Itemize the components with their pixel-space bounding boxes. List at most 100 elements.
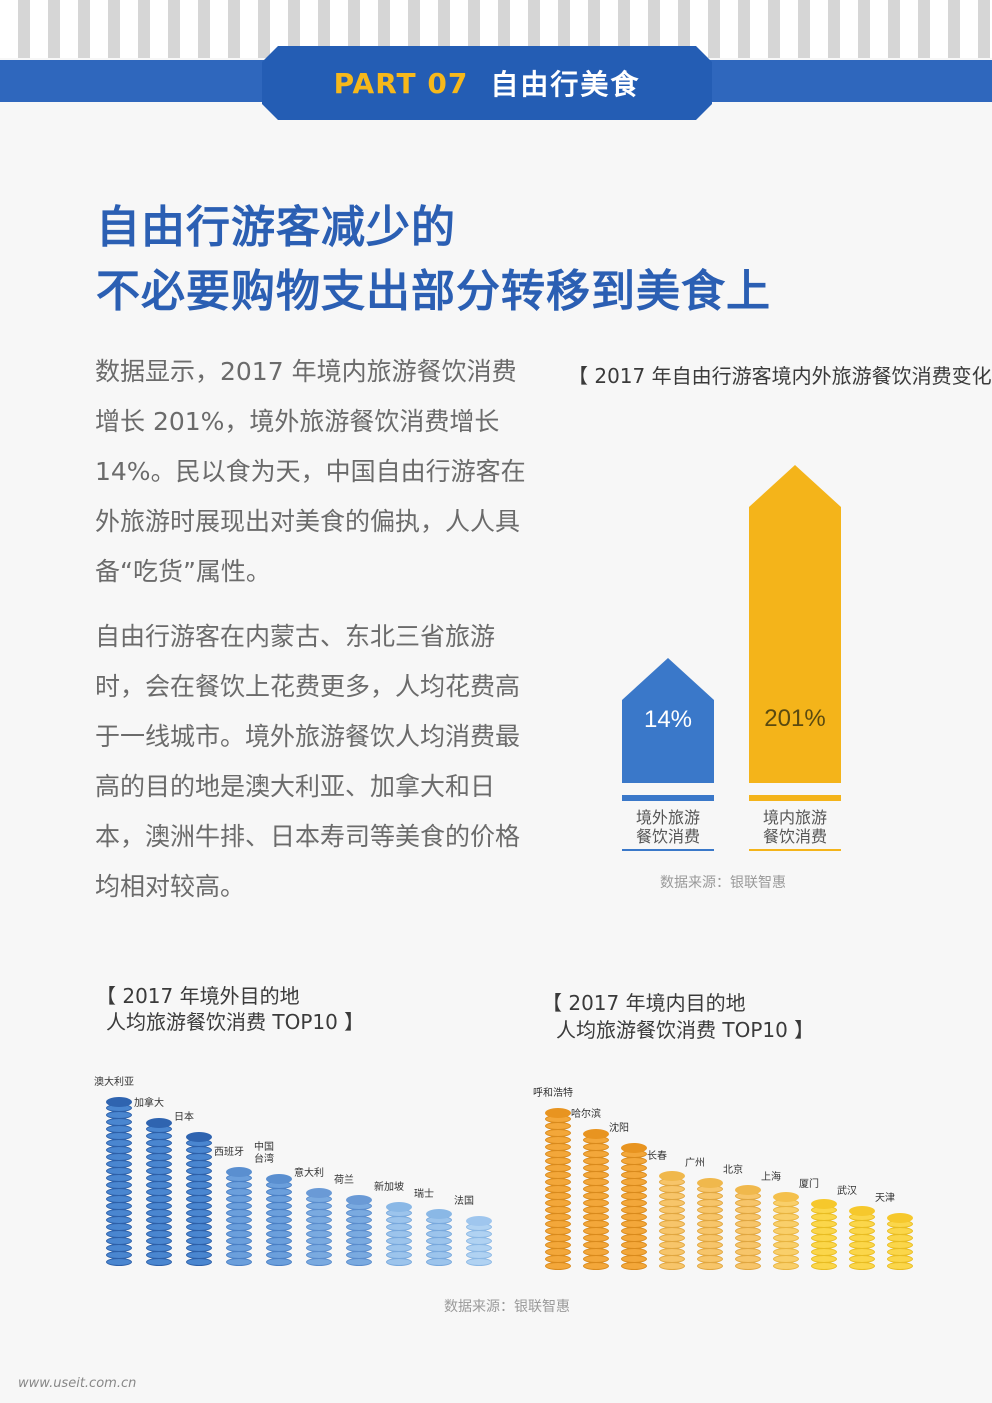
chart2-category-label-5: 意大利 — [294, 1168, 324, 1179]
chart2-coin — [106, 1209, 132, 1217]
chart2-coin — [306, 1230, 332, 1238]
chart2-coin — [386, 1258, 412, 1266]
chart2-coin — [226, 1258, 252, 1266]
chart2-coin — [186, 1188, 212, 1196]
chart1-value-label-1: 201% — [764, 705, 825, 732]
chart3-coin-stack-9 — [887, 1213, 913, 1272]
chart2-coin — [226, 1223, 252, 1231]
chart3-coin-top — [697, 1178, 723, 1188]
chart2-coin — [306, 1209, 332, 1217]
chart2-coin — [266, 1188, 292, 1196]
chart2-coin — [226, 1209, 252, 1217]
chart1-source: 数据来源：银联智惠 — [660, 875, 786, 891]
chart2-coin — [146, 1195, 172, 1203]
chart2-coin — [186, 1216, 212, 1224]
chart3-title-line-1: 【 2017 年境内目的地 — [542, 991, 746, 1015]
chart2-category-label-0: 澳大利亚 — [94, 1077, 134, 1088]
body-paragraph-1: 数据显示，2017 年境内旅游餐饮消费增长 201%，境外旅游餐饮消费增长 14… — [95, 357, 526, 586]
chart2-title-line-1: 【 2017 年境外目的地 — [96, 984, 300, 1008]
chart3-coin-top — [659, 1171, 685, 1181]
chart2-coin — [386, 1223, 412, 1231]
chart2-coin — [186, 1181, 212, 1189]
chart3-title-line-2: 人均旅游餐饮消费 TOP10 】 — [556, 1018, 815, 1042]
chart3-coin — [583, 1262, 609, 1270]
page-headline: 自由行游客减少的 不必要购物支出部分转移到美食上 — [96, 196, 771, 324]
chart3-coin — [697, 1206, 723, 1214]
chart3-coin — [583, 1234, 609, 1242]
chart3-coin-top — [621, 1143, 647, 1153]
chart2-coin — [466, 1244, 492, 1252]
chart2-coin — [346, 1237, 372, 1245]
chart3-coin — [621, 1262, 647, 1270]
chart3-coin — [583, 1220, 609, 1228]
chart2-coin — [186, 1244, 212, 1252]
chart2-coin — [466, 1258, 492, 1266]
chart2-coin — [146, 1153, 172, 1161]
chart2-coin — [146, 1223, 172, 1231]
chart2-coin-top — [266, 1174, 292, 1184]
chart3-coin — [545, 1255, 571, 1263]
chart3-coin — [545, 1220, 571, 1228]
chart3-coin — [583, 1255, 609, 1263]
chart2-coin — [146, 1146, 172, 1154]
chart2-coin — [106, 1202, 132, 1210]
chart3-coin — [621, 1227, 647, 1235]
chart3-coin — [545, 1213, 571, 1221]
chart3-coin — [659, 1234, 685, 1242]
chart2-coin — [146, 1181, 172, 1189]
chart2-coin — [146, 1230, 172, 1238]
chart2-title-line-2: 人均旅游餐饮消费 TOP10 】 — [106, 1010, 365, 1034]
chart2-coin — [266, 1195, 292, 1203]
chart2-coin — [146, 1160, 172, 1168]
chart2-coin — [346, 1209, 372, 1217]
chart3-coin — [545, 1227, 571, 1235]
chart3-coin — [887, 1248, 913, 1256]
chart3-coin — [697, 1262, 723, 1270]
chart2-coin — [146, 1188, 172, 1196]
chart2-coin — [106, 1251, 132, 1259]
chart2-coin — [106, 1188, 132, 1196]
chart3-coin — [735, 1213, 761, 1221]
chart3-coin — [887, 1262, 913, 1270]
chart3-coin — [849, 1255, 875, 1263]
chart3-coin-stack-8 — [849, 1206, 875, 1272]
chart2-coin — [306, 1251, 332, 1259]
chart2-coin — [306, 1216, 332, 1224]
chart3-category-label-1: 哈尔滨 — [571, 1109, 601, 1120]
chart3-coin — [621, 1171, 647, 1179]
chart3-coin — [583, 1150, 609, 1158]
chart2-coin — [186, 1223, 212, 1231]
chart2-coin — [426, 1251, 452, 1259]
chart2-coin — [346, 1258, 372, 1266]
chart2-coin — [186, 1251, 212, 1259]
chart2-coin — [146, 1209, 172, 1217]
chart3-coin — [697, 1241, 723, 1249]
chart2-coin — [146, 1174, 172, 1182]
chart2-coin — [106, 1160, 132, 1168]
chart3-coin — [697, 1227, 723, 1235]
body-paragraph-2: 自由行游客在内蒙古、东北三省旅游时，会在餐饮上花费更多，人均花费高于一线城市。境… — [95, 622, 521, 901]
chart1-bar-0 — [622, 658, 714, 783]
chart2-category-label-4: 中国 台湾 — [254, 1142, 274, 1165]
chart3-coin-stack-5 — [735, 1185, 761, 1272]
chart3-coin — [849, 1262, 875, 1270]
chart3-coin — [697, 1234, 723, 1242]
chart3-coin — [887, 1241, 913, 1249]
chart2-coin — [146, 1202, 172, 1210]
chart2-coin — [106, 1139, 132, 1147]
chart2-coin — [346, 1244, 372, 1252]
chart3-coin — [811, 1248, 837, 1256]
chart3-coin — [735, 1255, 761, 1263]
chart3-coin — [735, 1220, 761, 1228]
chart2-coin — [106, 1237, 132, 1245]
chart3-coin — [659, 1185, 685, 1193]
chart3-coin — [621, 1206, 647, 1214]
chart3-coin — [659, 1248, 685, 1256]
chart3-coin — [583, 1178, 609, 1186]
chart2-coin — [106, 1181, 132, 1189]
chart3-category-label-9: 天津 — [875, 1193, 895, 1204]
chart3-coin — [659, 1262, 685, 1270]
chart3-coin — [849, 1227, 875, 1235]
chart3-coin — [697, 1248, 723, 1256]
chart2-coin — [146, 1237, 172, 1245]
